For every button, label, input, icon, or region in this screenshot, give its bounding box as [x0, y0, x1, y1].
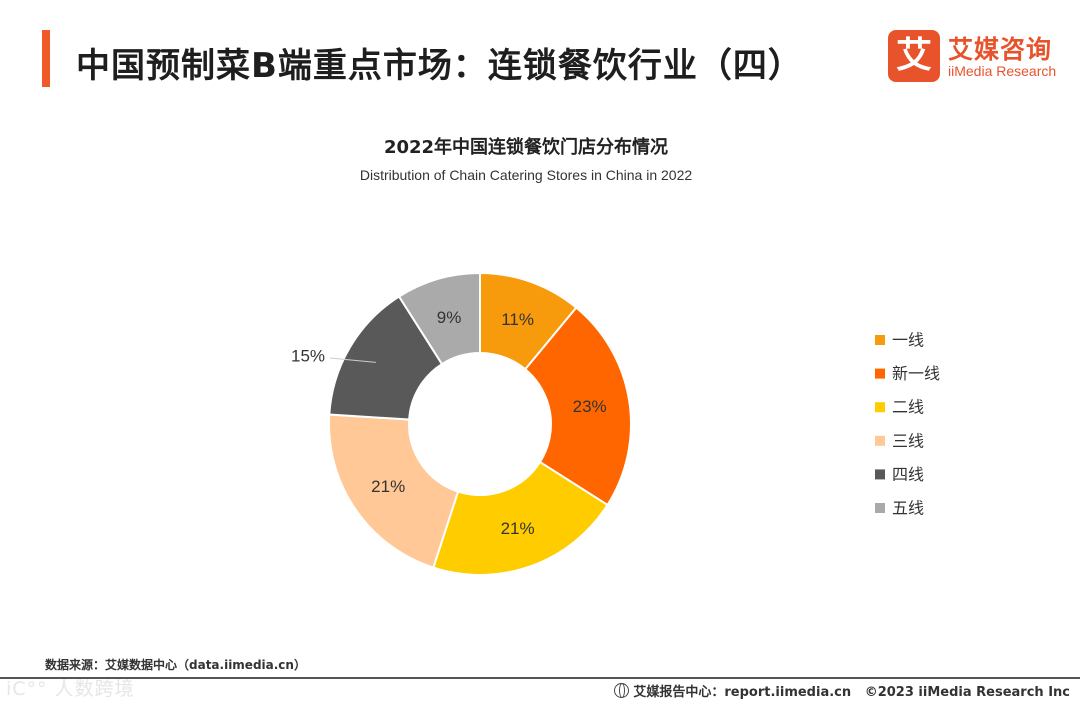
leader-line [329, 357, 376, 363]
report-center: 艾媒报告中心：report.iimedia.cn [633, 685, 852, 700]
slice-label-一线: 11% [501, 310, 534, 329]
legend-swatch-五线 [875, 503, 885, 513]
legend-label-三线: 三线 [892, 431, 924, 450]
logo-mark: 艾 [888, 30, 940, 82]
legend-label-四线: 四线 [892, 465, 924, 484]
slice-label-二线: 21% [501, 519, 535, 538]
chart-title: 2022年中国连锁餐饮门店分布情况 [383, 137, 669, 158]
data-source: 数据来源：艾媒数据中心（data.iimedia.cn） [45, 658, 306, 672]
copyright: ©2023 iiMedia Research Inc [864, 685, 1070, 700]
legend-swatch-一线 [875, 335, 885, 345]
slice-五线 [397, 271, 481, 366]
watermark-text: iC°° 人数跨境 [6, 678, 135, 700]
slice-label-五线: 9% [437, 308, 462, 327]
slice-label-三线: 21% [371, 477, 405, 496]
globe-icon [614, 683, 630, 698]
slice-三线 [328, 413, 460, 569]
legend-label-五线: 五线 [892, 499, 924, 518]
legend-swatch-新一线 [875, 368, 885, 379]
page-title: 中国预制菜B端重点市场：连锁餐饮行业（四） [76, 46, 803, 86]
slice-label-四线: 15% [291, 347, 325, 366]
slice-二线 [432, 460, 609, 576]
legend-label-二线: 二线 [892, 398, 924, 417]
chart-subtitle: Distribution of Chain Catering Stores in… [359, 167, 693, 183]
title-accent-bar [42, 30, 50, 87]
legend-label-新一线: 新一线 [892, 364, 940, 383]
legend-label-一线: 一线 [892, 331, 924, 350]
legend-swatch-三线 [875, 435, 885, 446]
legend-swatch-四线 [875, 469, 885, 480]
footer-divider [0, 677, 1080, 679]
logo-text-cn: 艾媒咨询 [948, 35, 1053, 64]
legend-swatch-二线 [875, 402, 885, 413]
logo-text-en: iiMedia Research [948, 63, 1057, 79]
footer-info: 艾媒报告中心：report.iimedia.cn ©2023 iiMedia R… [614, 681, 1070, 700]
iimedia-logo: 艾 艾媒咨询 iiMedia Research [888, 30, 1068, 84]
slice-label-新一线: 23% [573, 397, 607, 416]
slice-新一线 [523, 306, 632, 507]
